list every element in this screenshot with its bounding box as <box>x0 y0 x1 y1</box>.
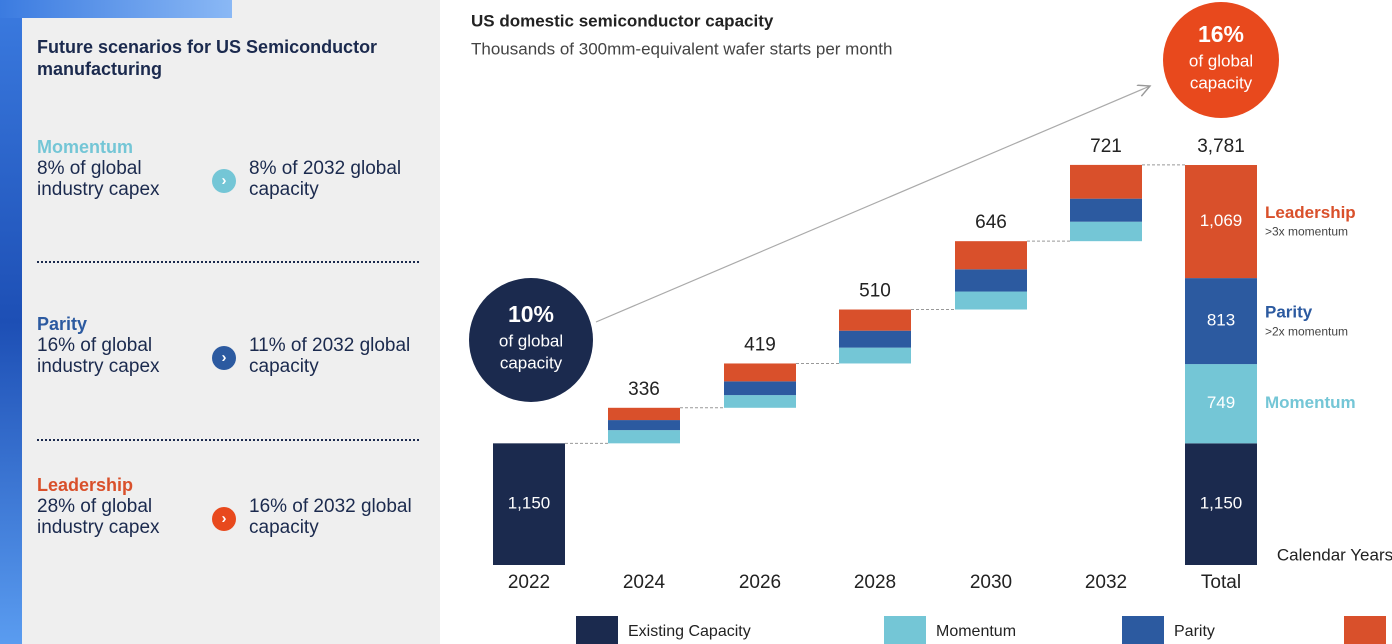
bar-segment <box>1070 222 1142 241</box>
x-tick-label: Total <box>1201 572 1241 593</box>
bar-segment <box>839 331 911 348</box>
bar-segment <box>955 241 1027 269</box>
x-tick-label: 2026 <box>739 572 781 593</box>
step-total-label: 419 <box>744 334 776 355</box>
bubble-text: of global <box>499 331 563 350</box>
bubble-text: capacity <box>500 353 563 372</box>
bar-segment <box>1070 165 1142 199</box>
series-side-label: Leadership <box>1265 203 1356 222</box>
page: Future scenarios for US Semiconductor ma… <box>0 0 1392 644</box>
bar-label: 749 <box>1207 393 1235 412</box>
bar-label: 813 <box>1207 311 1235 330</box>
chart-title: US domestic semiconductor capacity <box>471 11 774 30</box>
bubble-text: of global <box>1189 51 1253 70</box>
bar-segment <box>839 348 911 364</box>
bar-segment <box>839 310 911 331</box>
bar-label: 1,150 <box>508 494 551 513</box>
bar-segment <box>724 395 796 408</box>
series-note: >3x momentum <box>1265 225 1348 239</box>
series-side-label: Parity <box>1265 303 1313 322</box>
bar-segment <box>955 269 1027 291</box>
step-total-label: 510 <box>859 281 891 302</box>
x-axis-label: Calendar Years <box>1277 545 1392 564</box>
step-total-label: 336 <box>628 379 660 400</box>
series-note: >2x momentum <box>1265 324 1348 338</box>
bar-label: 1,069 <box>1200 211 1243 230</box>
x-tick-label: 2030 <box>970 572 1012 593</box>
bar-segment <box>955 292 1027 310</box>
x-tick-label: 2028 <box>854 572 896 593</box>
legend-swatch <box>1344 616 1386 644</box>
legend-swatch <box>884 616 926 644</box>
legend-label: Momentum <box>936 623 1016 640</box>
bubble-text: capacity <box>1190 73 1253 92</box>
bar-segment <box>724 381 796 395</box>
chart-subtitle: Thousands of 300mm-equivalent wafer star… <box>471 39 892 58</box>
legend-swatch <box>576 616 618 644</box>
bar-segment <box>1070 199 1142 222</box>
legend-label: Existing Capacity <box>628 623 751 640</box>
chart: US domestic semiconductor capacity Thous… <box>0 0 1392 644</box>
bar-segment <box>608 420 680 430</box>
legend-label: Parity <box>1174 623 1215 640</box>
step-total-label: 646 <box>975 212 1007 233</box>
legend-swatch <box>1122 616 1164 644</box>
x-tick-label: 2032 <box>1085 572 1127 593</box>
x-tick-label: 2024 <box>623 572 666 593</box>
step-total-label: 721 <box>1090 136 1122 157</box>
bubble-value: 10% <box>508 301 554 327</box>
series-side-label: Momentum <box>1265 393 1356 412</box>
bar-segment <box>608 430 680 443</box>
bubble-value: 16% <box>1198 21 1244 47</box>
bar-segment <box>608 408 680 420</box>
bar-segment <box>724 363 796 381</box>
x-tick-label: 2022 <box>508 572 550 593</box>
step-total-label: 3,781 <box>1197 136 1245 157</box>
bar-label: 1,150 <box>1200 494 1243 513</box>
